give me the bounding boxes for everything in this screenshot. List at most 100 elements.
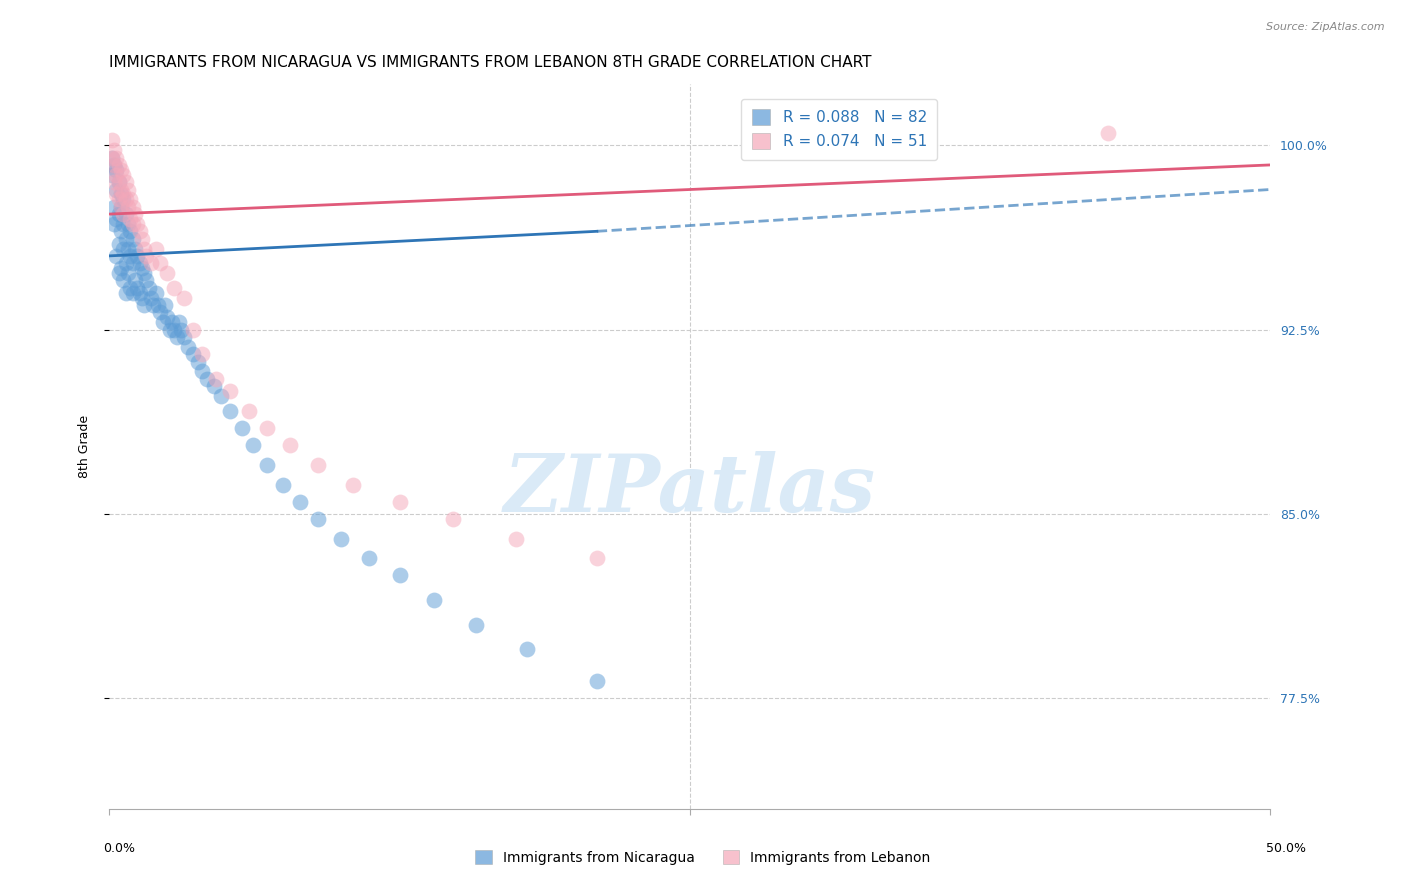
Point (156, 266, 179, 280)
Point (280, 438, 302, 452)
Point (110, 182, 132, 196)
Point (112, 168, 135, 182)
Point (187, 354, 209, 368)
Legend: Immigrants from Nicaragua, Immigrants from Lebanon: Immigrants from Nicaragua, Immigrants fr… (468, 843, 938, 871)
Point (114, 232, 136, 246)
Point (219, 384, 242, 398)
Point (423, 593, 446, 607)
Point (124, 207, 146, 221)
Point (107, 175, 129, 189)
Point (134, 242, 156, 256)
Point (120, 192, 142, 206)
Point (107, 175, 129, 189)
Point (131, 291, 153, 305)
Point (100, 151, 122, 165)
Point (105, 212, 128, 227)
Point (156, 310, 179, 325)
Point (120, 249, 142, 263)
Point (103, 158, 125, 172)
Point (117, 217, 139, 231)
Point (120, 224, 142, 238)
Point (103, 175, 125, 189)
Point (114, 192, 136, 206)
Point (107, 207, 129, 221)
Point (153, 298, 176, 312)
Point (117, 182, 139, 196)
Point (114, 207, 136, 221)
Point (107, 158, 129, 172)
Point (142, 298, 165, 312)
Point (238, 403, 260, 417)
Point (103, 143, 125, 157)
Y-axis label: 8th Grade: 8th Grade (79, 415, 91, 478)
Point (134, 266, 156, 280)
Point (105, 168, 128, 182)
Point (103, 158, 125, 172)
Point (103, 217, 125, 231)
Text: 0.0%: 0.0% (104, 842, 135, 855)
Point (131, 232, 153, 246)
Point (139, 256, 162, 270)
Point (112, 207, 135, 221)
Point (134, 298, 156, 312)
Point (330, 532, 353, 546)
Text: 50.0%: 50.0% (1267, 842, 1306, 855)
Point (173, 330, 195, 344)
Point (138, 281, 160, 295)
Point (107, 266, 129, 280)
Point (388, 494, 411, 508)
Point (114, 256, 136, 270)
Point (127, 217, 149, 231)
Point (173, 291, 195, 305)
Point (114, 175, 136, 189)
Point (121, 200, 143, 214)
Point (191, 364, 214, 378)
Point (586, 551, 609, 566)
Point (112, 273, 135, 287)
Point (146, 298, 169, 312)
Point (110, 200, 132, 214)
Text: ZIPatlas: ZIPatlas (503, 451, 876, 529)
Point (105, 187, 128, 202)
Point (124, 273, 146, 287)
Point (149, 305, 172, 319)
Point (149, 256, 172, 270)
Point (441, 512, 464, 526)
Point (465, 617, 488, 632)
Point (242, 438, 264, 452)
Point (273, 477, 295, 491)
Point (152, 315, 174, 329)
Point (307, 512, 329, 526)
Point (145, 285, 167, 300)
Point (117, 200, 139, 214)
Point (124, 242, 146, 256)
Point (114, 285, 136, 300)
Point (120, 281, 142, 295)
Point (121, 217, 143, 231)
Point (166, 330, 188, 344)
Point (205, 372, 228, 386)
Point (256, 421, 278, 435)
Point (167, 315, 190, 329)
Point (128, 224, 150, 238)
Point (231, 421, 253, 435)
Point (159, 323, 181, 337)
Point (100, 168, 122, 182)
Point (359, 551, 381, 566)
Point (219, 403, 242, 417)
Point (342, 477, 364, 491)
Point (163, 323, 186, 337)
Point (112, 217, 135, 231)
Point (117, 242, 139, 256)
Point (139, 291, 162, 305)
Point (127, 281, 149, 295)
Text: Source: ZipAtlas.com: Source: ZipAtlas.com (1267, 22, 1385, 32)
Point (128, 285, 150, 300)
Point (135, 249, 157, 263)
Point (112, 192, 135, 206)
Point (120, 212, 142, 227)
Point (516, 642, 538, 657)
Point (100, 133, 122, 147)
Point (163, 281, 186, 295)
Point (307, 458, 329, 472)
